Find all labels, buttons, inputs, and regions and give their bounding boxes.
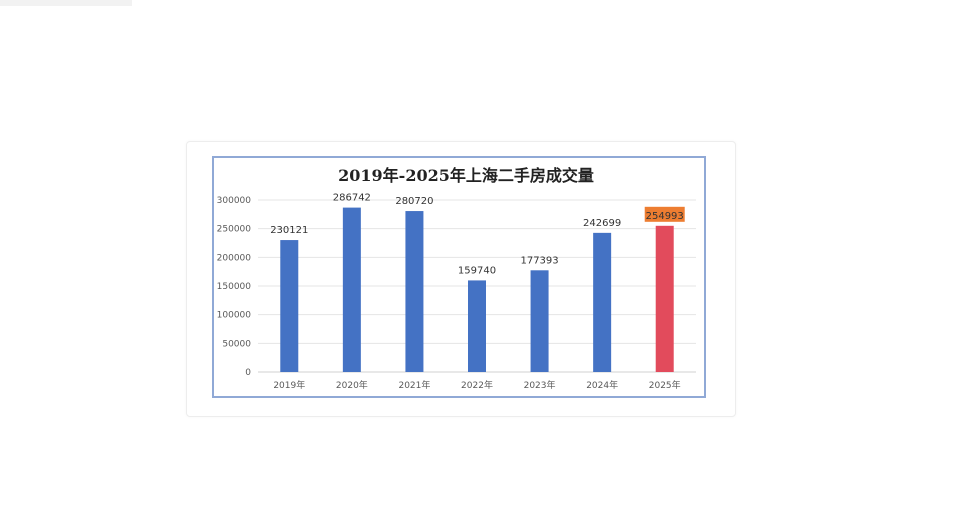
bar — [280, 240, 299, 372]
data-label: 286742 — [333, 193, 371, 204]
bar — [468, 280, 486, 372]
x-tick-label: 2023年 — [524, 379, 556, 391]
bar-highlighted — [655, 225, 674, 372]
y-tick-label: 150000 — [217, 282, 252, 292]
y-tick-label: 100000 — [217, 311, 252, 321]
x-tick-label: 2022年 — [461, 379, 493, 391]
x-tick-label: 2025年 — [649, 379, 681, 391]
top-edge-strip — [0, 0, 132, 6]
data-label: 254993 — [646, 211, 684, 222]
data-label: 177393 — [520, 255, 558, 266]
y-tick-label: 0 — [245, 368, 251, 378]
y-axis-ticks: 0 50000 100000 150000 200000 250000 300000 — [217, 196, 252, 378]
bar — [593, 232, 612, 372]
highlight-label-background — [644, 206, 685, 222]
chart-title: 2019年-2025年上海二手房成交量 — [338, 166, 594, 185]
bar — [405, 211, 424, 372]
bar — [530, 270, 549, 372]
data-label: 230121 — [270, 225, 308, 236]
bar — [342, 207, 361, 372]
x-axis-ticks: 2019年 2020年 2021年 2022年 2023年 2024年 2025年 — [273, 379, 680, 391]
y-tick-label: 300000 — [217, 196, 252, 206]
y-tick-label: 200000 — [217, 253, 252, 263]
x-tick-label: 2024年 — [586, 379, 618, 391]
x-tick-label: 2019年 — [273, 379, 305, 391]
bars — [280, 207, 674, 372]
data-label: 242699 — [583, 218, 621, 229]
x-tick-label: 2020年 — [336, 379, 368, 391]
y-tick-label: 250000 — [217, 225, 252, 235]
x-tick-label: 2021年 — [398, 379, 430, 391]
y-tick-label: 50000 — [222, 339, 251, 349]
data-label: 159740 — [458, 265, 496, 276]
data-labels: 230121 286742 280720 159740 177393 242699 2549… — [270, 193, 685, 276]
data-label: 280720 — [395, 196, 433, 207]
